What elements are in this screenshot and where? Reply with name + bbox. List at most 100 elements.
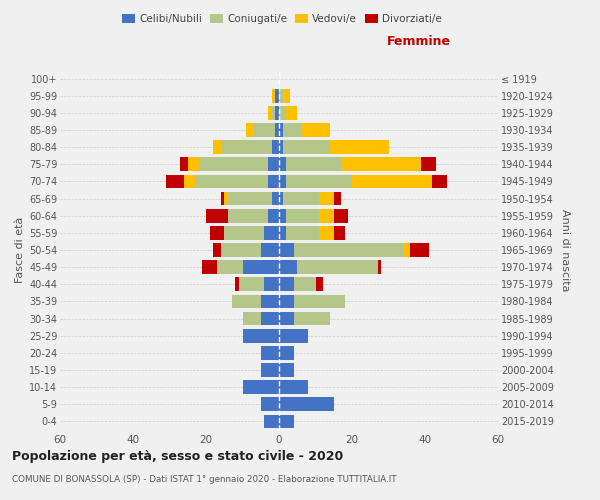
Bar — [224, 226, 265, 239]
Bar — [202, 260, 217, 274]
Bar — [246, 123, 253, 137]
Bar — [265, 278, 279, 291]
Bar — [253, 123, 275, 137]
Bar — [261, 398, 279, 411]
Bar — [432, 174, 447, 188]
Bar — [286, 209, 319, 222]
Bar — [221, 243, 261, 257]
Bar — [261, 312, 279, 326]
Bar — [279, 243, 293, 257]
Bar — [268, 106, 272, 120]
Text: Popolazione per età, sesso e stato civile - 2020: Popolazione per età, sesso e stato civil… — [12, 450, 343, 463]
Bar — [181, 158, 188, 171]
Bar — [319, 209, 334, 222]
Bar — [319, 226, 334, 239]
Bar — [286, 174, 352, 188]
Bar — [341, 158, 421, 171]
Bar — [334, 226, 344, 239]
Bar — [279, 106, 286, 120]
Bar — [279, 192, 283, 205]
Bar — [242, 260, 279, 274]
Bar — [283, 192, 319, 205]
Bar — [265, 226, 279, 239]
Bar — [228, 192, 272, 205]
Bar — [316, 278, 323, 291]
Bar — [293, 243, 403, 257]
Bar — [214, 140, 221, 154]
Y-axis label: Anni di nascita: Anni di nascita — [560, 209, 571, 291]
Bar — [265, 414, 279, 428]
Bar — [275, 89, 279, 102]
Bar — [209, 226, 224, 239]
Bar — [330, 140, 389, 154]
Bar — [286, 158, 341, 171]
Bar — [279, 329, 308, 342]
Bar — [279, 363, 293, 377]
Bar — [261, 363, 279, 377]
Bar — [279, 398, 334, 411]
Bar — [279, 294, 293, 308]
Bar — [279, 89, 283, 102]
Bar — [235, 278, 239, 291]
Bar — [279, 174, 286, 188]
Bar — [279, 226, 286, 239]
Bar — [279, 158, 286, 171]
Bar — [242, 329, 279, 342]
Bar — [279, 414, 293, 428]
Y-axis label: Fasce di età: Fasce di età — [14, 217, 25, 283]
Bar — [279, 312, 293, 326]
Bar — [334, 209, 349, 222]
Bar — [279, 209, 286, 222]
Bar — [268, 174, 279, 188]
Bar — [319, 192, 334, 205]
Legend: Celibi/Nubili, Coniugati/e, Vedovi/e, Divorziati/e: Celibi/Nubili, Coniugati/e, Vedovi/e, Di… — [118, 10, 446, 29]
Bar — [214, 243, 221, 257]
Bar — [166, 174, 184, 188]
Bar — [283, 89, 290, 102]
Bar — [242, 380, 279, 394]
Bar — [293, 278, 316, 291]
Bar — [242, 312, 261, 326]
Bar — [221, 192, 224, 205]
Bar — [239, 278, 265, 291]
Bar — [261, 243, 279, 257]
Bar — [283, 123, 301, 137]
Bar — [224, 192, 228, 205]
Bar — [272, 140, 279, 154]
Bar — [217, 260, 242, 274]
Bar — [228, 209, 268, 222]
Bar — [221, 140, 272, 154]
Bar — [377, 260, 381, 274]
Bar — [334, 192, 341, 205]
Bar — [268, 209, 279, 222]
Bar — [206, 209, 228, 222]
Bar — [199, 158, 268, 171]
Bar — [184, 174, 195, 188]
Bar — [293, 312, 330, 326]
Bar — [261, 294, 279, 308]
Bar — [272, 106, 275, 120]
Bar — [283, 140, 330, 154]
Bar — [275, 123, 279, 137]
Bar — [272, 192, 279, 205]
Bar — [232, 294, 261, 308]
Bar — [279, 123, 283, 137]
Bar — [297, 260, 377, 274]
Bar — [421, 158, 436, 171]
Bar — [188, 158, 199, 171]
Bar — [275, 106, 279, 120]
Bar — [403, 243, 410, 257]
Bar — [286, 226, 319, 239]
Bar — [279, 278, 293, 291]
Text: COMUNE DI BONASSOLA (SP) - Dati ISTAT 1° gennaio 2020 - Elaborazione TUTTITALIA.: COMUNE DI BONASSOLA (SP) - Dati ISTAT 1°… — [12, 475, 397, 484]
Text: Femmine: Femmine — [387, 36, 451, 49]
Bar — [293, 294, 345, 308]
Bar — [279, 260, 297, 274]
Bar — [268, 158, 279, 171]
Bar — [301, 123, 330, 137]
Bar — [279, 140, 283, 154]
Bar — [272, 89, 275, 102]
Bar — [352, 174, 432, 188]
Bar — [279, 346, 293, 360]
Bar — [286, 106, 297, 120]
